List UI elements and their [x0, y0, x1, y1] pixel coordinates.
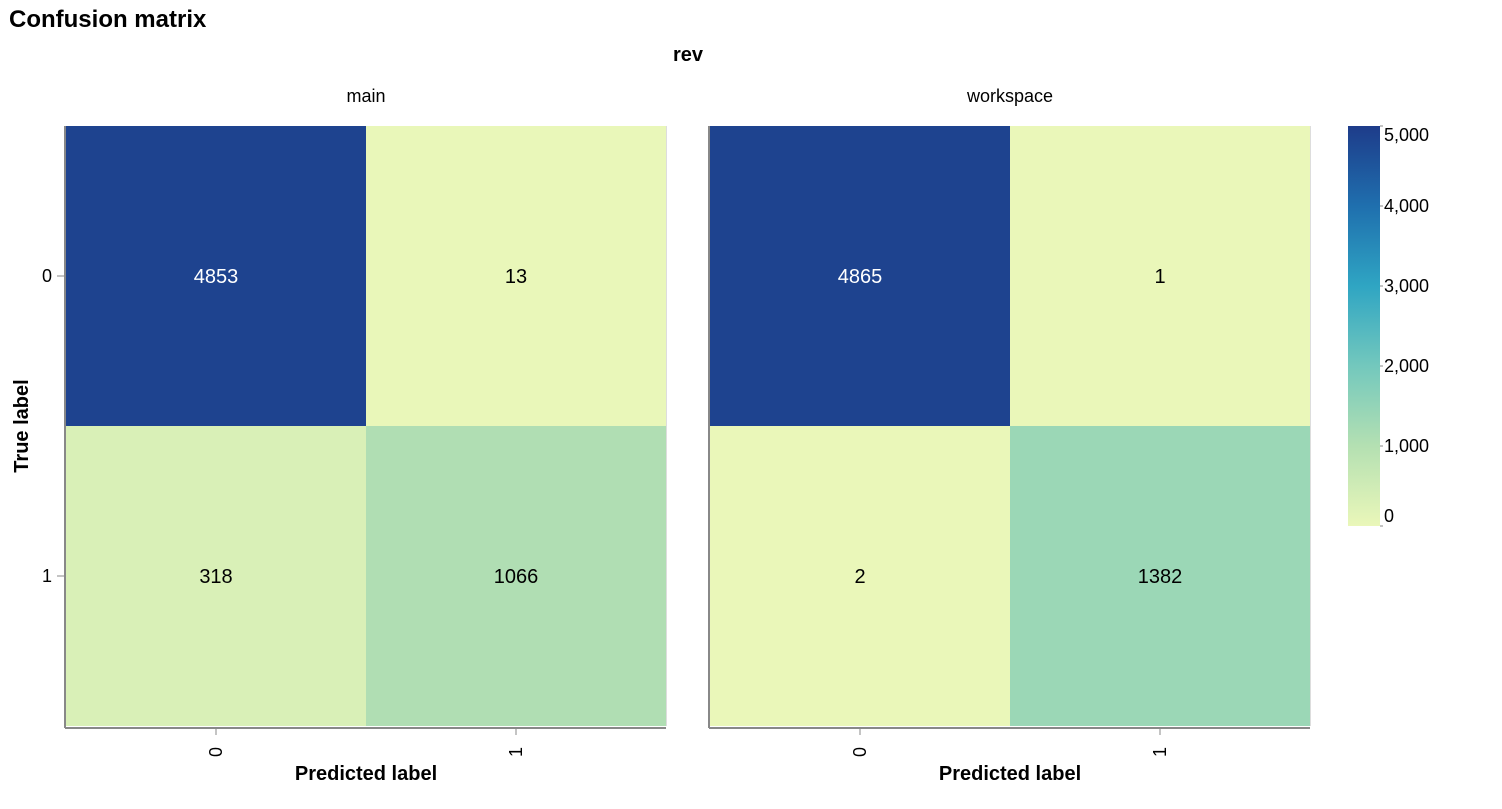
- facet-title: workspace: [966, 86, 1053, 106]
- x-tick-label: 0: [850, 747, 870, 757]
- x-tick-label: 1: [506, 747, 526, 757]
- facet-main: main 4853 13 318 1066 0 1 0 1 Predicted label: [42, 86, 667, 785]
- facet-header-title: rev: [673, 44, 704, 66]
- cell-value-label: 4865: [838, 266, 883, 288]
- heatmap-cell: [366, 126, 666, 426]
- cell-value-label: 13: [505, 266, 527, 288]
- heatmap-cell: [366, 426, 666, 726]
- heatmap-cell: [710, 126, 1010, 426]
- x-axis-title: Predicted label: [939, 763, 1081, 785]
- heatmap-cell: [710, 426, 1010, 726]
- legend-tick-label: 5,000: [1384, 125, 1429, 145]
- x-axis-title: Predicted label: [295, 763, 437, 785]
- legend-tick-label: 4,000: [1384, 196, 1429, 216]
- cell-value-label: 4853: [194, 266, 239, 288]
- cell-value-label: 1382: [1138, 566, 1183, 588]
- y-tick-label: 1: [42, 566, 52, 586]
- legend-tick-label: 1,000: [1384, 436, 1429, 456]
- facet-title: main: [346, 86, 385, 106]
- legend-tick-label: 2,000: [1384, 356, 1429, 376]
- color-legend: 0 1,000 2,000 3,000 4,000 5,000: [1348, 125, 1429, 527]
- y-axis-title: True label: [11, 379, 33, 472]
- cell-value-label: 1066: [494, 566, 539, 588]
- chart-title: Confusion matrix: [9, 6, 207, 33]
- heatmap-cell: [1010, 426, 1310, 726]
- heatmap-cell: [66, 426, 366, 726]
- legend-tick-label: 3,000: [1384, 276, 1429, 296]
- y-tick-label: 0: [42, 266, 52, 286]
- cell-value-label: 1: [1154, 266, 1165, 288]
- x-tick-label: 0: [206, 747, 226, 757]
- legend-tick-label: 0: [1384, 506, 1394, 526]
- legend-gradient-bar: [1348, 126, 1380, 526]
- cell-value-label: 2: [854, 566, 865, 588]
- heatmap-cell: [66, 126, 366, 426]
- x-tick-label: 1: [1150, 747, 1170, 757]
- cell-value-label: 318: [199, 566, 232, 588]
- facet-workspace: workspace 4865 1 2 1382 0 1 Predicted label: [708, 86, 1311, 785]
- heatmap-cell: [1010, 126, 1310, 426]
